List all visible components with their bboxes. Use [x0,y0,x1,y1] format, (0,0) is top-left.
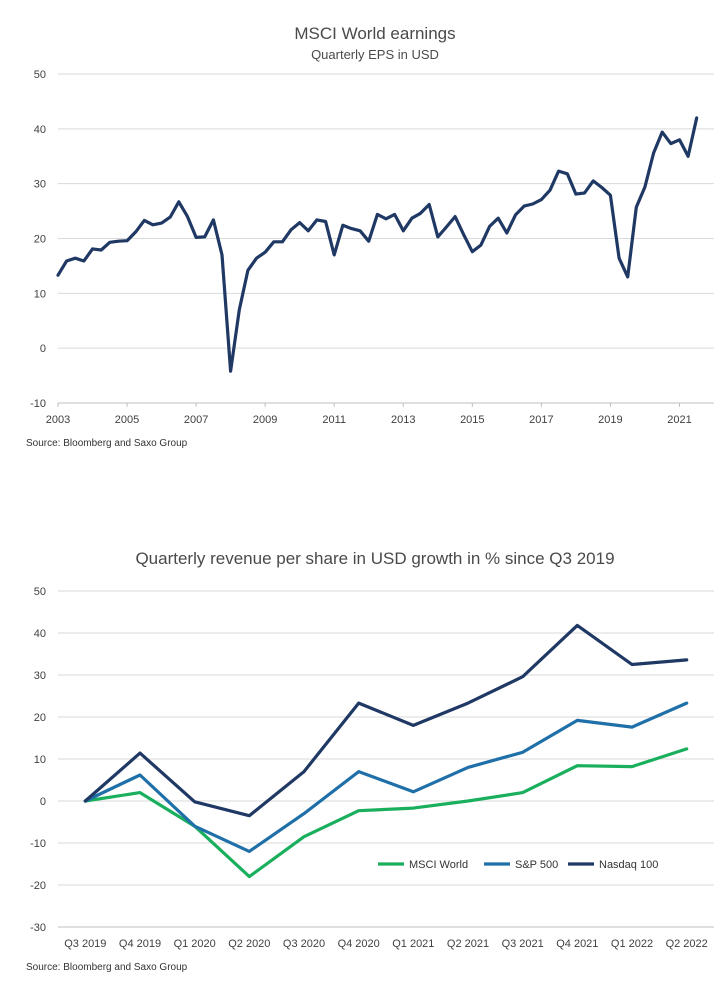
chart2-y-tick: -30 [30,922,46,934]
chart2-source: Source: Bloomberg and Saxo Group [26,962,188,973]
chart1-y-tick: 0 [40,343,46,355]
legend-label: Nasdaq 100 [599,859,658,871]
chart2-x-tick: Q2 2020 [228,938,270,950]
chart2-legend: MSCI World S&P 500 Nasdaq 100 [378,859,658,871]
chart2-x-tick: Q4 2019 [119,938,161,950]
chart2-x-tick: Q4 2021 [556,938,598,950]
chart1-source: Source: Bloomberg and Saxo Group [26,438,188,449]
chart1-y-tick: -10 [30,398,46,410]
chart2-title: Quarterly revenue per share in USD growt… [135,549,614,568]
chart2-series-line-1 [83,701,689,853]
eps-chart: MSCI World earnings Quarterly EPS in USD… [26,24,714,449]
chart1-x-tick: 2021 [667,414,691,426]
chart1-x-tick: 2017 [529,414,553,426]
chart2-x-tick: Q1 2022 [611,938,653,950]
chart1-y-tick: 10 [34,288,46,300]
chart2-y-tick: 0 [40,796,46,808]
chart1-x-tick: 2009 [253,414,277,426]
chart2-series-line-2 [83,623,689,818]
chart1-x-tick: 2007 [184,414,208,426]
eps-series-line [56,116,699,373]
chart1-x-tick: 2019 [598,414,622,426]
legend-label: MSCI World [409,859,468,871]
chart2-y-tick: -10 [30,838,46,850]
chart1-x-tick: 2015 [460,414,484,426]
chart2-y-tick: 20 [34,712,46,724]
chart1-y-tick: 40 [34,124,46,136]
chart1-y-tick: 20 [34,234,46,246]
chart2-series-line-0 [83,747,689,879]
chart2-y-tick: 40 [34,628,46,640]
revenue-growth-chart: Quarterly revenue per share in USD growt… [26,549,714,973]
chart1-x-tick: 2013 [391,414,415,426]
chart1-title: MSCI World earnings [294,24,455,43]
chart1-subtitle: Quarterly EPS in USD [311,47,439,62]
chart2-y-tick: 10 [34,754,46,766]
legend-label: S&P 500 [515,859,558,871]
chart2-y-tick: 30 [34,670,46,682]
chart2-x-tick: Q1 2020 [174,938,216,950]
chart1-x-tick: 2003 [46,414,70,426]
chart2-y-tick: 50 [34,586,46,598]
chart2-y-tick: -20 [30,880,46,892]
chart2-x-tick: Q2 2022 [666,938,708,950]
chart2-x-tick: Q3 2021 [502,938,544,950]
chart1-y-tick: 50 [34,69,46,81]
chart2-x-tick: Q3 2020 [283,938,325,950]
chart2-x-tick: Q1 2021 [392,938,434,950]
chart1-y-tick: 30 [34,179,46,191]
chart1-x-tick: 2011 [322,414,346,426]
chart2-x-tick: Q2 2021 [447,938,489,950]
chart1-x-tick: 2005 [115,414,139,426]
chart2-x-tick: Q4 2020 [338,938,380,950]
chart2-x-tick: Q3 2019 [64,938,106,950]
